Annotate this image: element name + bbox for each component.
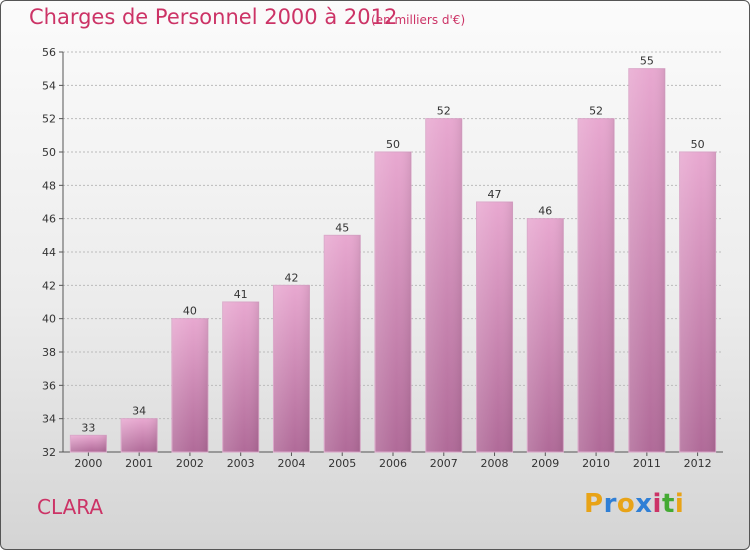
y-tick-label: 54 xyxy=(42,79,56,92)
logo-letter: o xyxy=(616,489,636,519)
y-tick-label: 46 xyxy=(42,213,56,226)
data-label: 50 xyxy=(386,138,400,151)
logo-letter: r xyxy=(603,489,617,519)
bar-shade xyxy=(273,285,310,452)
x-tick-label: 2000 xyxy=(74,457,102,470)
data-label: 34 xyxy=(132,405,146,418)
x-tick-label: 2004 xyxy=(277,457,305,470)
bar-shade xyxy=(171,318,208,452)
x-tick-label: 2010 xyxy=(582,457,610,470)
x-tick-label: 2005 xyxy=(328,457,356,470)
data-label: 40 xyxy=(183,305,197,318)
y-tick-label: 56 xyxy=(42,46,56,59)
data-label: 47 xyxy=(488,188,502,201)
logo-letter: i xyxy=(652,489,662,519)
bar-shade xyxy=(375,152,411,452)
data-label: 45 xyxy=(335,221,349,234)
y-tick-label: 42 xyxy=(42,279,56,292)
data-label: 46 xyxy=(538,205,552,218)
bar-shade xyxy=(476,202,513,452)
bar-shade xyxy=(578,118,615,453)
y-tick-label: 36 xyxy=(42,379,56,392)
data-label: 55 xyxy=(640,55,654,68)
x-tick-label: 2006 xyxy=(379,457,407,470)
bar-shade xyxy=(121,418,158,452)
data-label: 50 xyxy=(691,138,705,151)
y-tick-label: 38 xyxy=(42,346,56,359)
y-tick-label: 40 xyxy=(42,313,56,326)
x-tick-label: 2001 xyxy=(125,457,153,470)
data-label: 42 xyxy=(284,271,298,284)
logo-letter: P xyxy=(584,489,604,519)
y-tick-label: 32 xyxy=(42,446,56,459)
y-tick-label: 48 xyxy=(42,179,56,192)
bar-shade xyxy=(70,435,107,452)
data-label: 52 xyxy=(437,105,451,118)
data-label: 33 xyxy=(81,421,95,434)
bar-shade xyxy=(222,302,259,452)
chart-title: Charges de Personnel 2000 à 2012 xyxy=(29,5,398,29)
data-label: 41 xyxy=(234,288,248,301)
y-tick-label: 52 xyxy=(42,113,56,126)
proxiti-logo: Proxiti xyxy=(584,489,684,519)
x-tick-label: 2007 xyxy=(430,457,458,470)
logo-letter: i xyxy=(674,489,685,519)
y-tick-label: 50 xyxy=(42,146,56,159)
data-label: 52 xyxy=(589,105,603,118)
logo-letter: t xyxy=(661,489,675,519)
x-tick-label: 2009 xyxy=(531,457,559,470)
labels: 33 2000 34 2001 40 2002 41 2003 42 2004 45 2005 50 20… xyxy=(74,55,711,470)
logo-letter: x xyxy=(635,489,653,519)
bar-shade xyxy=(425,118,462,453)
y-tick-label: 34 xyxy=(42,413,56,426)
x-tick-label: 2003 xyxy=(227,457,255,470)
y-tick-label: 44 xyxy=(42,246,56,259)
x-tick-label: 2008 xyxy=(481,457,509,470)
chart-subtitle: (en milliers d'€) xyxy=(371,13,466,27)
x-tick-label: 2011 xyxy=(633,457,661,470)
bar-shade xyxy=(527,218,564,452)
bars xyxy=(69,68,717,453)
bar-shade xyxy=(628,68,665,453)
bar-shade xyxy=(679,152,716,452)
bar-shade xyxy=(324,235,361,452)
commune-name: CLARA xyxy=(37,495,104,519)
x-tick-label: 2012 xyxy=(684,457,712,470)
x-tick-label: 2002 xyxy=(176,457,204,470)
